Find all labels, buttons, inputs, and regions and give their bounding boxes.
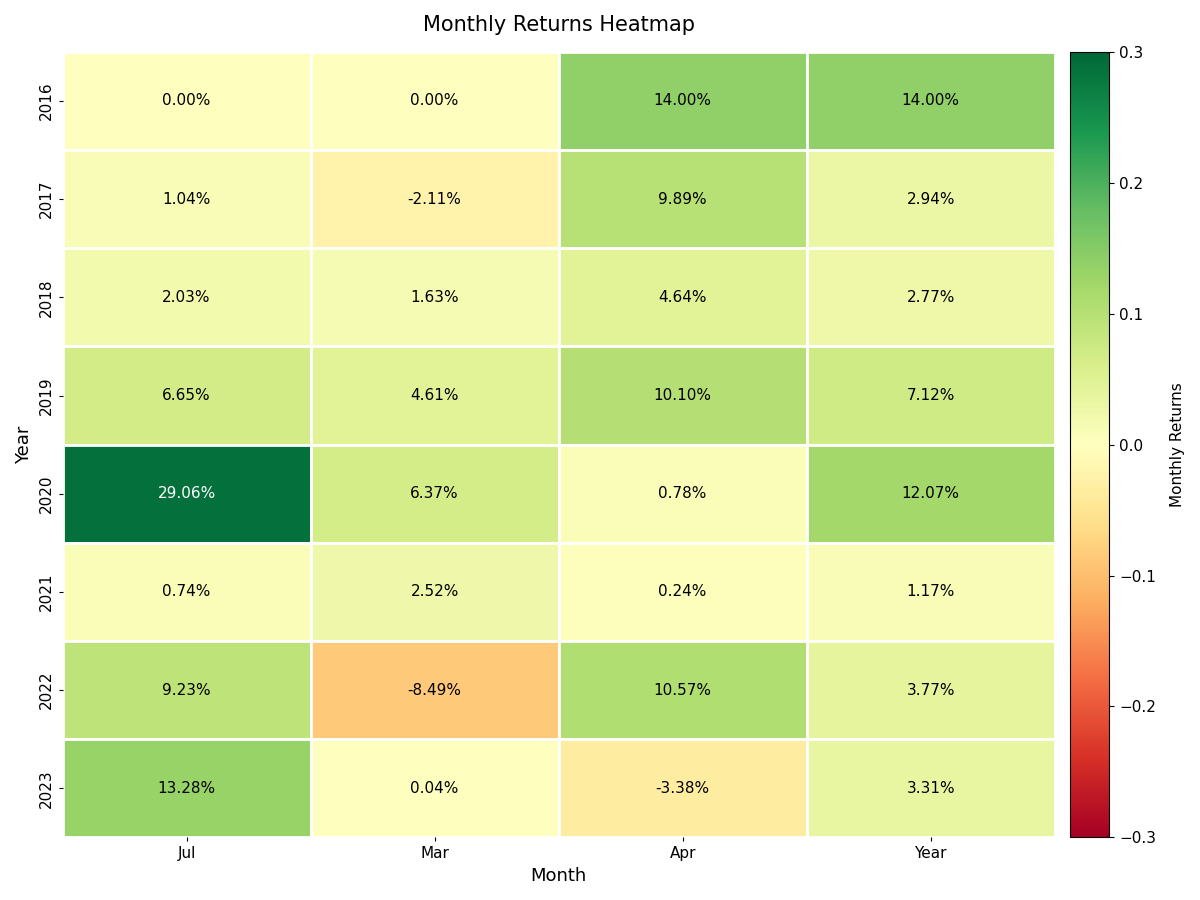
Text: 0.78%: 0.78%	[659, 486, 707, 501]
Text: 3.77%: 3.77%	[906, 682, 955, 698]
Bar	[559, 346, 806, 445]
Bar	[62, 543, 311, 641]
Bar	[311, 150, 559, 248]
Bar	[806, 739, 1055, 837]
Text: 0.04%: 0.04%	[410, 781, 458, 796]
Bar	[559, 150, 806, 248]
Text: 2.03%: 2.03%	[162, 290, 211, 305]
Text: 14.00%: 14.00%	[901, 94, 960, 108]
Bar	[559, 543, 806, 641]
Text: 6.65%: 6.65%	[162, 388, 211, 403]
Text: 6.37%: 6.37%	[410, 486, 458, 501]
Text: 9.89%: 9.89%	[659, 192, 707, 207]
Text: 14.00%: 14.00%	[654, 94, 712, 108]
Bar	[62, 739, 311, 837]
Bar	[559, 739, 806, 837]
Text: 4.61%: 4.61%	[410, 388, 458, 403]
Y-axis label: Year: Year	[14, 426, 34, 464]
Title: Monthly Returns Heatmap: Monthly Returns Heatmap	[422, 15, 695, 35]
Text: 0.24%: 0.24%	[659, 584, 707, 599]
Bar	[311, 248, 559, 346]
Text: -3.38%: -3.38%	[655, 781, 709, 796]
Bar	[311, 739, 559, 837]
Bar	[806, 445, 1055, 543]
Bar	[806, 248, 1055, 346]
Bar	[806, 346, 1055, 445]
Text: 0.00%: 0.00%	[162, 94, 211, 108]
Bar	[559, 52, 806, 150]
Text: 2.52%: 2.52%	[410, 584, 458, 599]
Text: 1.04%: 1.04%	[162, 192, 211, 207]
Text: 29.06%: 29.06%	[157, 486, 216, 501]
Text: 12.07%: 12.07%	[901, 486, 960, 501]
Text: 4.64%: 4.64%	[659, 290, 707, 305]
Text: 1.63%: 1.63%	[410, 290, 458, 305]
Bar	[806, 150, 1055, 248]
Bar	[62, 150, 311, 248]
Text: 9.23%: 9.23%	[162, 682, 211, 698]
Text: 3.31%: 3.31%	[906, 781, 955, 796]
Text: 7.12%: 7.12%	[906, 388, 955, 403]
Text: 0.00%: 0.00%	[410, 94, 458, 108]
Bar	[311, 543, 559, 641]
Bar	[559, 641, 806, 739]
Bar	[62, 346, 311, 445]
Bar	[559, 248, 806, 346]
Bar	[559, 445, 806, 543]
Text: 2.77%: 2.77%	[906, 290, 955, 305]
Bar	[311, 52, 559, 150]
Text: 0.74%: 0.74%	[162, 584, 211, 599]
Bar	[62, 641, 311, 739]
Text: 13.28%: 13.28%	[157, 781, 216, 796]
Bar	[311, 445, 559, 543]
Text: -8.49%: -8.49%	[408, 682, 462, 698]
X-axis label: Month: Month	[530, 867, 587, 885]
Text: 10.57%: 10.57%	[654, 682, 712, 698]
Bar	[62, 445, 311, 543]
Bar	[806, 543, 1055, 641]
Text: -2.11%: -2.11%	[408, 192, 462, 207]
Bar	[311, 641, 559, 739]
Text: 10.10%: 10.10%	[654, 388, 712, 403]
Text: 2.94%: 2.94%	[906, 192, 955, 207]
Text: 1.17%: 1.17%	[906, 584, 955, 599]
Bar	[806, 641, 1055, 739]
Bar	[62, 248, 311, 346]
Y-axis label: Monthly Returns: Monthly Returns	[1170, 382, 1186, 507]
Bar	[311, 346, 559, 445]
Bar	[62, 52, 311, 150]
Bar	[806, 52, 1055, 150]
